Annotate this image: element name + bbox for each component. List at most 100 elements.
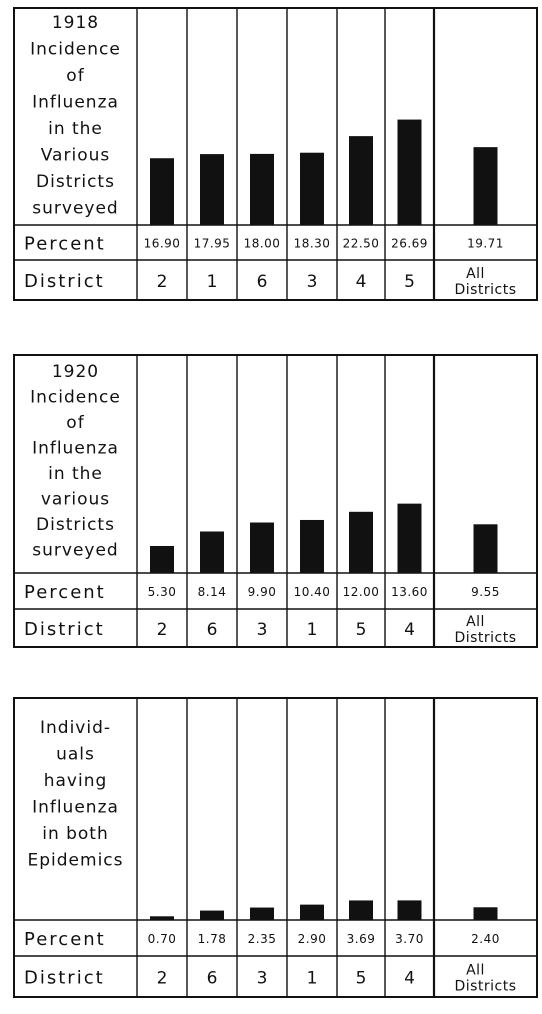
- chart-title-line: uals: [56, 745, 95, 765]
- district-label: 6: [207, 969, 218, 989]
- chart-title-line: of: [66, 413, 84, 433]
- value-label: 9.90: [248, 585, 277, 599]
- chart-title-line: Individ-: [40, 718, 111, 738]
- bar: [397, 119, 422, 225]
- chart-title-line: of: [66, 66, 84, 86]
- chart-title-line: Influenza: [32, 93, 119, 113]
- district-label: 1: [307, 969, 318, 989]
- chart-title-line: Various: [41, 146, 110, 166]
- chart-frame: [13, 697, 538, 998]
- district-label: 2: [157, 969, 168, 989]
- bar: [250, 153, 274, 225]
- bar: [200, 531, 224, 573]
- value-label: 3.70: [395, 932, 424, 946]
- value-label: 19.71: [467, 237, 504, 251]
- bar: [349, 136, 373, 225]
- bar: [397, 900, 422, 920]
- value-label: 18.30: [294, 237, 331, 251]
- district-label: 3: [257, 620, 268, 640]
- district-label: 4: [404, 969, 415, 989]
- value-label: 2.35: [248, 932, 277, 946]
- chart-title-line: Influenza: [32, 439, 119, 459]
- chart-title-line: surveyed: [32, 541, 118, 561]
- chart-title-line: having: [44, 771, 108, 791]
- value-label: 9.55: [471, 585, 500, 599]
- district-label: 2: [157, 272, 168, 292]
- bar: [300, 519, 324, 573]
- percent-row-label: Percent: [24, 582, 106, 603]
- value-label: 22.50: [343, 237, 380, 251]
- all-districts-label: All: [466, 963, 485, 979]
- chart-frame: [13, 354, 538, 648]
- value-label: 17.95: [194, 237, 231, 251]
- district-row-label: District: [24, 968, 105, 989]
- district-label: 4: [356, 272, 367, 292]
- chart-title-line: various: [41, 490, 110, 510]
- chart-title-line: in both: [42, 824, 109, 844]
- value-label: 5.30: [148, 585, 177, 599]
- all-districts-label: Districts: [454, 282, 516, 298]
- district-label: 4: [404, 620, 415, 640]
- chart-panel-2: 1920 Incidence of Influenza in the various Dis…: [13, 354, 538, 648]
- chart-title-line: Influenza: [32, 798, 119, 818]
- chart-panel-3: Individ-uals having Influenza in both Epidem…: [13, 697, 538, 998]
- bar: [349, 900, 373, 920]
- district-label: 1: [207, 272, 218, 292]
- bar: [200, 154, 224, 225]
- value-label: 2.40: [471, 932, 500, 946]
- chart-title-line: 1920: [52, 362, 99, 382]
- value-label: 10.40: [294, 585, 331, 599]
- chart-title-line: Incidence: [30, 388, 121, 408]
- value-label: 12.00: [343, 585, 380, 599]
- value-label: 3.69: [347, 932, 376, 946]
- chart-panel-1: 1918 Incidence of Influenza in the Various Dis…: [13, 7, 538, 301]
- bar: [300, 904, 324, 920]
- district-row-label: District: [24, 271, 105, 292]
- bar: [150, 545, 174, 573]
- bar: [150, 158, 174, 225]
- chart-title-line: 1918: [52, 13, 99, 33]
- chart-title-line: Districts: [36, 172, 115, 192]
- bar: [150, 916, 174, 920]
- chart-title-line: Incidence: [30, 40, 121, 60]
- value-label: 0.70: [148, 932, 177, 946]
- district-label: 1: [307, 620, 318, 640]
- value-label: 13.60: [391, 585, 428, 599]
- district-label: 5: [356, 969, 367, 989]
- bar: [473, 147, 498, 225]
- value-label: 2.90: [298, 932, 327, 946]
- bar: [200, 910, 224, 920]
- district-label: 6: [207, 620, 218, 640]
- chart-title-line: Epidemics: [28, 851, 124, 871]
- value-label: 16.90: [144, 237, 181, 251]
- district-label: 3: [257, 969, 268, 989]
- value-label: 26.69: [391, 237, 428, 251]
- chart-title-line: surveyed: [32, 199, 118, 219]
- value-label: 18.00: [244, 237, 281, 251]
- chart-title-line: Districts: [36, 515, 115, 535]
- district-label: 3: [307, 272, 318, 292]
- percent-row-label: Percent: [24, 929, 106, 950]
- chart-title-line: in the: [48, 119, 103, 139]
- all-districts-label: Districts: [454, 630, 516, 646]
- bar: [250, 907, 274, 920]
- bar: [473, 524, 498, 573]
- bar: [349, 511, 373, 573]
- value-label: 8.14: [198, 585, 227, 599]
- chart-title-line: in the: [48, 464, 103, 484]
- district-label: 5: [356, 620, 367, 640]
- bar: [473, 907, 498, 920]
- district-label: 5: [404, 272, 415, 292]
- bar: [300, 152, 324, 225]
- all-districts-label: All: [466, 614, 485, 630]
- chart-frame: [13, 7, 538, 301]
- bar: [250, 522, 274, 573]
- all-districts-label: Districts: [454, 979, 516, 995]
- all-districts-label: All: [466, 266, 485, 282]
- district-row-label: District: [24, 619, 105, 640]
- value-label: 1.78: [198, 932, 227, 946]
- district-label: 6: [257, 272, 268, 292]
- bar: [397, 503, 422, 573]
- district-label: 2: [157, 620, 168, 640]
- percent-row-label: Percent: [24, 234, 106, 255]
